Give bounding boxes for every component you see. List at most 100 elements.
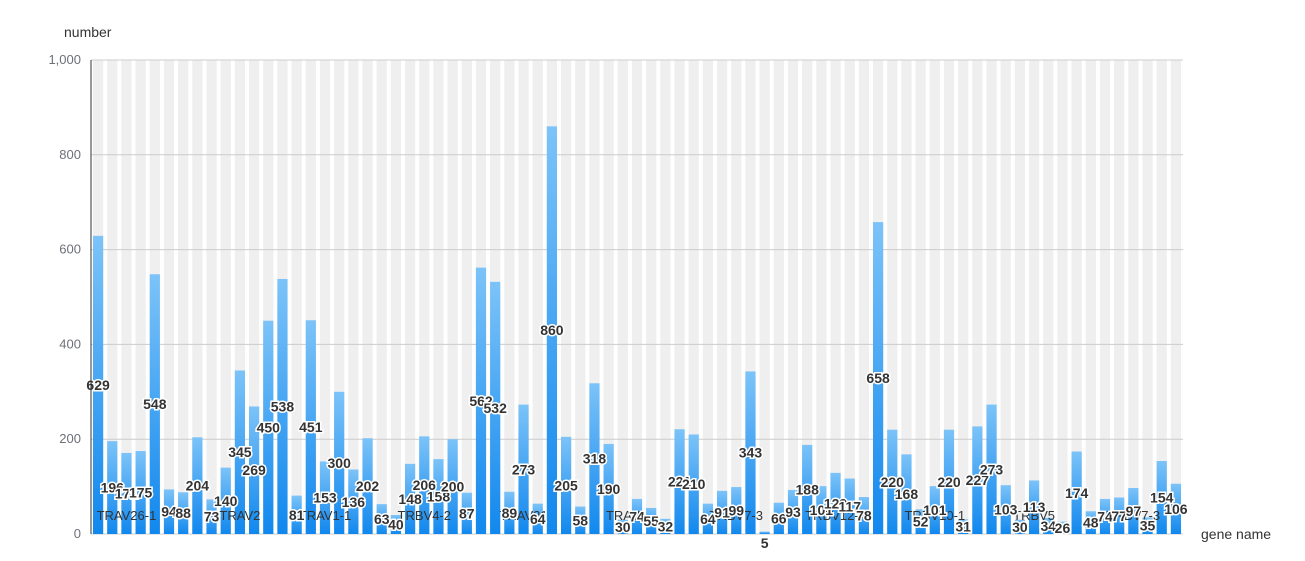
data-label: 64 [700, 511, 716, 527]
data-label: 548 [143, 396, 167, 412]
data-label: 94 [161, 504, 177, 520]
data-label: 55 [643, 513, 659, 529]
data-label: 202 [356, 478, 380, 494]
x-tick-label: TRBV4-2 [398, 508, 451, 523]
background-bands [92, 60, 1182, 534]
y-tick-label: 400 [59, 336, 81, 351]
data-label: 204 [186, 478, 210, 494]
x-tick-label: TRAV [606, 508, 640, 523]
bar [220, 467, 231, 534]
bar [1114, 497, 1125, 534]
bar [560, 436, 572, 534]
category-band [376, 60, 387, 534]
bar [490, 281, 501, 534]
bars [92, 126, 1182, 535]
bar [277, 278, 288, 534]
bar [943, 429, 955, 534]
category-band [929, 60, 940, 534]
bar [419, 436, 430, 534]
bar [376, 504, 387, 534]
data-label: 300 [328, 455, 352, 471]
category-band [1170, 60, 1182, 534]
bar [504, 491, 515, 534]
data-label: 658 [866, 370, 890, 386]
bar [475, 267, 487, 534]
category-band [773, 60, 784, 534]
bar [1099, 498, 1111, 534]
category-band [660, 60, 671, 534]
bar [404, 463, 416, 534]
bar [575, 506, 586, 534]
data-label: 89 [502, 505, 518, 521]
data-label: 221 [668, 474, 692, 490]
data-label: 81 [289, 507, 305, 523]
category-band [716, 60, 728, 534]
data-label: 153 [313, 490, 337, 506]
data-label: 88 [175, 505, 191, 521]
bar [390, 515, 402, 534]
x-axis-title: gene name [1201, 526, 1271, 542]
data-label: 48 [1083, 515, 1099, 531]
data-labels: 6291961711755489488204731403452694505388… [85, 321, 1189, 553]
category-band [589, 60, 600, 534]
data-label: 32 [658, 518, 674, 534]
category-band [518, 60, 529, 534]
x-tick-label: TRBV10-1 [904, 508, 965, 523]
bar [362, 438, 373, 534]
data-label: 343 [739, 445, 763, 461]
y-axis-title: number [64, 24, 112, 40]
bar [334, 391, 345, 534]
bar [731, 487, 742, 534]
bar [716, 490, 728, 534]
category-band [163, 60, 175, 534]
x-tick-label: TRAV1-1 [299, 508, 352, 523]
bar [461, 492, 472, 534]
bar [802, 444, 813, 534]
category-band [121, 60, 132, 534]
bar [830, 472, 841, 534]
bar [348, 469, 359, 534]
data-label: 26 [1055, 520, 1071, 536]
bar [121, 452, 132, 534]
data-label: 188 [796, 481, 820, 497]
category-band [958, 60, 969, 534]
bar [433, 459, 444, 534]
bar [135, 451, 146, 534]
y-tick-label: 200 [59, 431, 81, 446]
bar [92, 235, 104, 534]
data-label: 175 [129, 485, 153, 501]
x-tick-label: TRAV26-1 [97, 508, 157, 523]
category-band [248, 60, 260, 534]
data-label: 40 [388, 517, 404, 533]
data-label: 91 [714, 504, 730, 520]
category-band [603, 60, 614, 534]
data-label: 538 [271, 399, 295, 415]
category-band [943, 60, 955, 534]
data-label: 269 [242, 462, 266, 478]
data-label: 148 [398, 491, 422, 507]
bar [745, 371, 756, 534]
category-band [915, 60, 926, 534]
category-band [759, 60, 770, 534]
bar [887, 429, 898, 534]
bar [518, 404, 529, 534]
data-label: 87 [459, 505, 475, 521]
bar [532, 503, 543, 534]
bar [787, 489, 799, 534]
data-label: 31 [955, 519, 971, 535]
data-label: 117 [838, 498, 861, 514]
bar [816, 486, 827, 534]
data-label: 174 [1065, 485, 1089, 501]
bar [929, 486, 940, 534]
category-band [532, 60, 543, 534]
data-label: 73 [204, 509, 220, 525]
data-label: 99 [728, 503, 744, 519]
data-label: 171 [115, 486, 139, 502]
bar [972, 426, 983, 534]
x-tick-label: TRBV12-4 [805, 508, 866, 523]
data-label: 30 [615, 519, 631, 535]
data-label: 154 [1150, 490, 1174, 506]
data-label: 273 [512, 461, 536, 477]
category-band [334, 60, 345, 534]
